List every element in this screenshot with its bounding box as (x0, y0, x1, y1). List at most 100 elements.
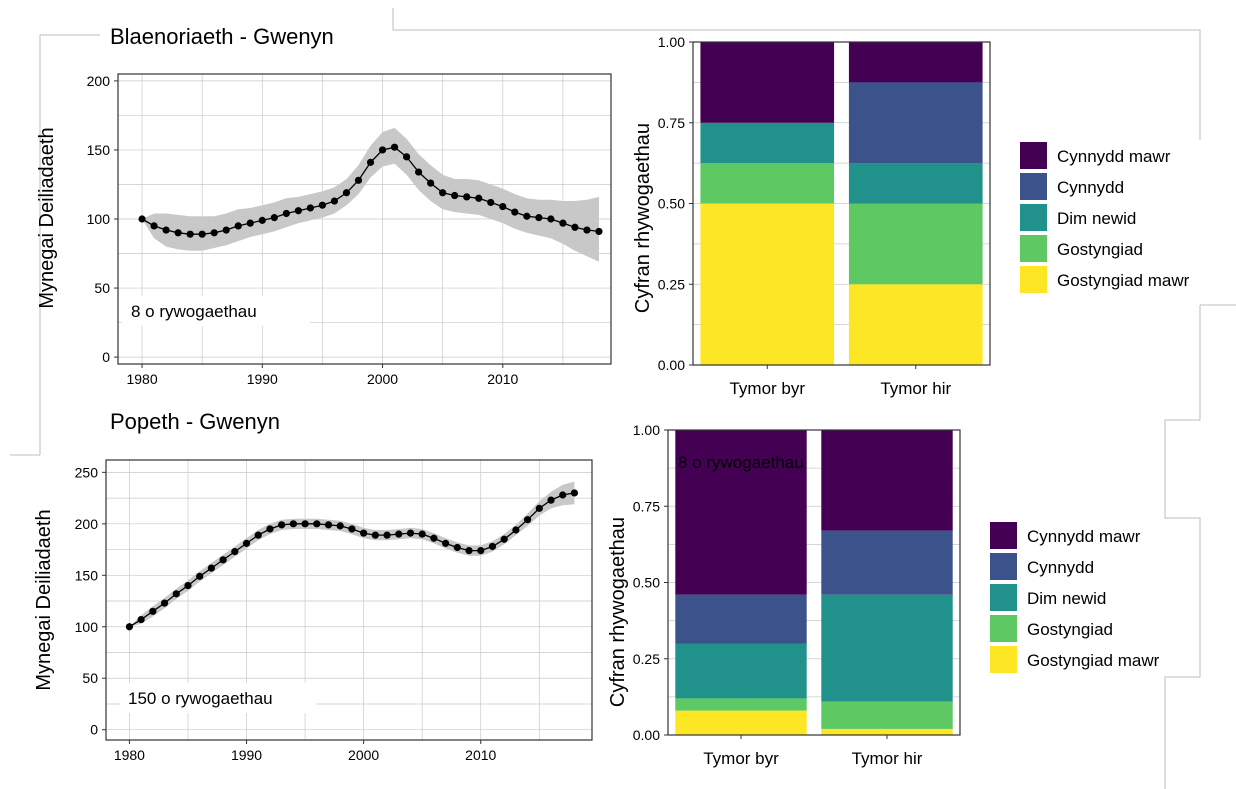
y-tick-label-0.50: 0.50 (658, 196, 685, 212)
data-point-1982 (149, 607, 157, 615)
x-tick-label-2010: 2010 (465, 747, 496, 763)
data-point-1983 (160, 599, 169, 607)
data-points (125, 489, 579, 631)
chart-title-blaenoriaeth: Blaenoriaeth - Gwenyn (110, 24, 334, 49)
bar-segment-tymor-hir-gostyngiad (821, 701, 953, 729)
data-point-2016 (571, 223, 579, 231)
bar-segment-tymor-hir-cynnydd (821, 530, 953, 595)
data-point-2008 (453, 543, 461, 552)
data-point-2004 (406, 529, 415, 537)
data-point-1999 (348, 525, 356, 533)
x-category-labels: Tymor byr Tymor hir (703, 735, 923, 768)
data-point-1990 (242, 539, 251, 547)
bar-segment-tymor-byr-gostyngiad-mawr (700, 203, 835, 365)
y-tick-label-0.00: 0.00 (658, 357, 685, 373)
y-axis-label-mynegai-2: Mynegai Deiliadaeth (33, 509, 55, 690)
data-point-1996 (330, 197, 339, 205)
data-point-1995 (301, 520, 309, 528)
legend-label-gostyngiad-mawr: Gostyngiad mawr (1027, 651, 1160, 670)
panel-popeth-line-chart: Popeth - Gwenyn Mynegai Deiliadaeth 0 50 1… (33, 409, 593, 763)
chart-title-popeth: Popeth - Gwenyn (110, 409, 280, 434)
legend-label-cynnydd: Cynnydd (1057, 178, 1124, 197)
y-tick-label-150: 150 (87, 142, 111, 158)
data-points (138, 143, 603, 238)
x-tick-label-1990: 1990 (231, 747, 262, 763)
data-point-1987 (207, 564, 215, 572)
legend-swatch-gostyngiad-mawr (990, 646, 1017, 673)
y-tick-label-150: 150 (75, 567, 99, 583)
x-tick-labels: 1980 1990 2000 2010 (114, 740, 497, 763)
bar-segment-tymor-hir-dim-newid (821, 594, 953, 702)
x-category-label-tymor-hir: Tymor hir (852, 749, 923, 768)
data-point-1980 (138, 215, 146, 223)
x-tick-label-1980: 1980 (114, 747, 145, 763)
data-point-2015 (559, 219, 567, 227)
data-point-2003 (395, 530, 403, 538)
y-tick-labels: 0.00 0.25 0.50 0.75 1.00 (633, 422, 668, 743)
data-point-1988 (234, 222, 242, 230)
y-tick-labels: 0.00 0.25 0.50 0.75 1.00 (658, 34, 693, 373)
data-point-2018 (570, 489, 579, 497)
bar-segment-tymor-hir-gostyngiad-mawr (821, 728, 953, 735)
data-point-2018 (595, 227, 603, 236)
y-tick-labels: 0 50 100 150 200 250 (75, 464, 106, 738)
y-axis-label-mynegai-1: Mynegai Deiliadaeth (36, 127, 58, 308)
panel-blaenoriaeth-line-chart: Blaenoriaeth - Gwenyn Mynegai Deiliadaet… (36, 24, 612, 387)
x-category-label-tymor-byr: Tymor byr (729, 379, 805, 398)
data-point-1993 (294, 207, 302, 215)
bar-segment-tymor-byr-cynnydd-mawr (675, 430, 807, 595)
data-point-1989 (246, 219, 254, 227)
data-point-2007 (463, 193, 471, 201)
bar-segment-tymor-hir-gostyngiad (848, 203, 983, 285)
data-point-1981 (150, 222, 158, 230)
data-point-2016 (547, 496, 555, 504)
data-point-1986 (210, 229, 218, 237)
bar-segment-tymor-byr-gostyngiad-mawr (675, 710, 807, 735)
data-point-1995 (318, 201, 327, 209)
legend-swatch-gostyngiad-mawr (1020, 266, 1047, 293)
legend-swatch-cynnydd (990, 553, 1017, 580)
legend-swatch-cynnydd-mawr (990, 522, 1017, 549)
x-tick-label-1990: 1990 (247, 371, 278, 387)
legend-swatch-cynnydd-mawr (1020, 142, 1047, 169)
data-point-2005 (439, 189, 447, 197)
data-point-2007 (442, 539, 450, 547)
data-point-1997 (342, 189, 351, 197)
data-point-1988 (219, 556, 227, 564)
y-tick-label-50: 50 (82, 670, 98, 686)
data-point-2012 (500, 535, 508, 543)
data-point-1984 (186, 230, 194, 238)
y-tick-label-0.00: 0.00 (633, 727, 660, 743)
data-point-1982 (162, 226, 170, 234)
y-tick-labels: 0 50 100 150 200 (87, 73, 118, 365)
data-point-2017 (583, 226, 591, 234)
x-tick-label-2000: 2000 (367, 371, 398, 387)
data-point-1998 (336, 522, 344, 530)
data-point-1998 (354, 176, 363, 184)
bar-segment-tymor-hir-cynnydd (848, 82, 983, 164)
data-point-2013 (535, 214, 543, 222)
y-axis-label-cyfran-2: Cyfran rhywogaethau (607, 517, 629, 707)
y-tick-label-1.00: 1.00 (658, 34, 685, 50)
data-point-1992 (282, 209, 290, 218)
stacked-bars (700, 42, 983, 365)
data-point-2010 (477, 546, 485, 555)
x-tick-labels: 1980 1990 2000 2010 (126, 364, 519, 387)
y-tick-label-0.50: 0.50 (633, 575, 660, 591)
data-point-2005 (418, 530, 426, 538)
trend-line (129, 492, 575, 628)
data-point-2002 (383, 531, 391, 539)
confidence-ribbon (142, 127, 599, 262)
data-point-1994 (306, 204, 314, 212)
data-point-2012 (523, 212, 531, 220)
x-tick-label-1980: 1980 (126, 371, 157, 387)
confidence-ribbon (129, 481, 575, 627)
bar-segment-tymor-hir-gostyngiad-mawr (848, 284, 983, 365)
y-tick-label-1.00: 1.00 (633, 422, 660, 438)
bar-segment-tymor-byr-dim-newid (675, 643, 807, 699)
x-category-label-tymor-byr: Tymor byr (703, 749, 779, 768)
annotation-species-count-3: 8 o rywogaethau (678, 453, 804, 472)
data-point-2000 (378, 146, 387, 154)
plot-frame (105, 459, 593, 741)
